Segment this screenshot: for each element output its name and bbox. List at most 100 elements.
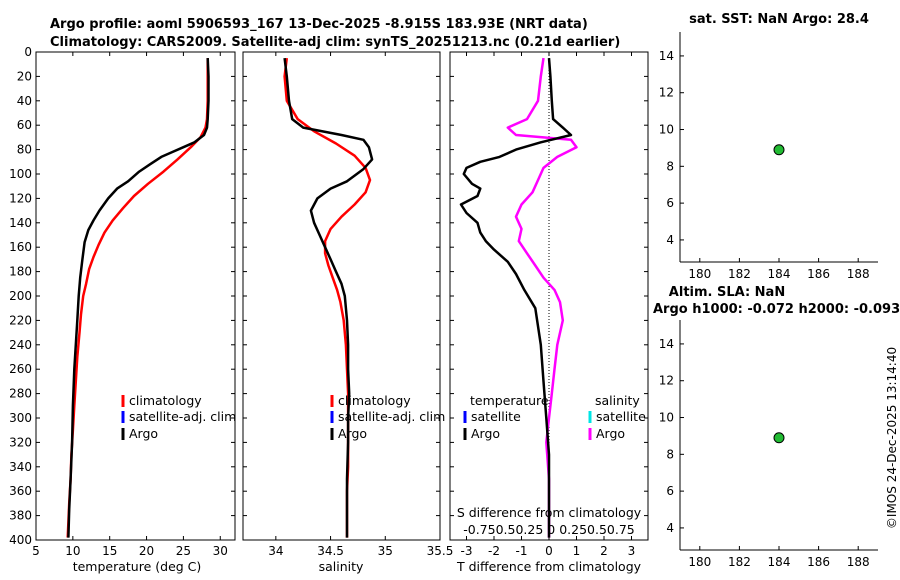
- temperature-panel: 0 20 40 60 80 100 120 140 160 180 200 220 240 260 280 3…: [9, 45, 236, 558]
- series-line-t-difference: [459, 58, 573, 538]
- legend-label-satellite: satellite-adj. clim: [338, 409, 445, 424]
- ytick-label: 220: [9, 313, 32, 327]
- ytick-label: 20: [17, 69, 32, 83]
- s-difference-label: S difference from climatology: [457, 505, 642, 520]
- difference-xtick-label: -3: [461, 544, 473, 558]
- legend-label-climatology: climatology: [338, 393, 411, 408]
- sst_map-float-position-point: [773, 144, 785, 156]
- difference-legend: temperature satellite Argo salinity sate…: [463, 393, 646, 441]
- temperature-xtick-label: 10: [65, 544, 80, 558]
- sst_map-xtick-label: 180: [688, 267, 711, 281]
- sst_map-ytick-label: 14: [659, 49, 674, 63]
- difference-panel: -3 -2 -1 0 1 2 3: [449, 51, 649, 558]
- ytick-label: 280: [9, 387, 32, 401]
- ytick-label: 260: [9, 362, 32, 376]
- sla-title-line1: Altim. SLA: NaN: [669, 285, 785, 300]
- sst_map-xtick-label: 186: [807, 267, 830, 281]
- salinity-xlabel: salinity: [319, 559, 364, 574]
- sst_map-ytick-label: 12: [659, 86, 674, 100]
- sla-map-panel: 4 6 8 10 12 14 180 182 184 186 188: [659, 320, 878, 569]
- sla_map-ytick-label: 12: [659, 374, 674, 388]
- sla_map-float-position-point: [773, 432, 785, 444]
- sla_map-xtick-label: 184: [768, 555, 791, 569]
- sla_map-xtick-label: 188: [847, 555, 870, 569]
- sla_map-xtick-label: 182: [728, 555, 751, 569]
- legend-label-s-argo: Argo: [596, 426, 625, 441]
- sst_map-xtick-label: 184: [768, 267, 791, 281]
- series-line-argo: [67, 58, 210, 538]
- legend-label-s-satellite: satellite: [596, 409, 646, 424]
- salinity-axes-box: [242, 51, 441, 541]
- ytick-label: 240: [9, 338, 32, 352]
- legend-label-climatology: climatology: [129, 393, 202, 408]
- legend-label-argo: Argo: [338, 426, 367, 441]
- sst_map-ytick-label: 8: [666, 159, 674, 173]
- ytick-label: 380: [9, 509, 32, 523]
- temperature-xlabel: temperature (deg C): [73, 559, 202, 574]
- sla_map-ytick-label: 4: [666, 521, 674, 535]
- legend-label-t-satellite: satellite: [471, 409, 521, 424]
- difference-xtick-label: 0: [545, 544, 553, 558]
- legend-label-satellite: satellite-adj. clim: [129, 409, 236, 424]
- series-line-argo: [283, 57, 374, 538]
- ytick-label: 320: [9, 435, 32, 449]
- ytick-label: 360: [9, 484, 32, 498]
- series-line-climatology: [283, 57, 372, 538]
- ytick-label: 200: [9, 289, 32, 303]
- series-line-climatology: [66, 58, 209, 538]
- sst-title: sat. SST: NaN Argo: 28.4: [689, 12, 869, 27]
- ytick-label: 300: [9, 411, 32, 425]
- ytick-label: 400: [9, 533, 32, 547]
- sla_map-ytick-label: 6: [666, 484, 674, 498]
- ytick-label: 0: [24, 45, 32, 59]
- difference-xtick-label: 3: [628, 544, 636, 558]
- legend-title-salinity: salinity: [595, 393, 640, 408]
- temperature-legend: climatology satellite-adj. clim Argo: [121, 393, 236, 441]
- ytick-label: 100: [9, 167, 32, 181]
- figure-title-line1: Argo profile: aoml 5906593_167 13-Dec-20…: [50, 17, 588, 32]
- figure-title-line2: Climatology: CARS2009. Satellite-adj cli…: [50, 35, 620, 50]
- salinity-xtick-label: 34: [268, 544, 283, 558]
- legend-title-temperature: temperature: [470, 393, 549, 408]
- sst_map-ytick-label: 4: [666, 233, 674, 247]
- sst_map-ytick-label: 6: [666, 196, 674, 210]
- temperature-xtick-label: 30: [213, 544, 228, 558]
- ytick-label: 60: [17, 118, 32, 132]
- temperature-xtick-label: 25: [176, 544, 191, 558]
- difference-xtick-label: -2: [488, 544, 500, 558]
- ytick-label: 120: [9, 191, 32, 205]
- difference-xlabel: T difference from climatology: [456, 559, 642, 574]
- imos-watermark: ©IMOS 24-Dec-2025 13:14:40: [885, 347, 899, 529]
- temperature-xtick-label: 15: [102, 544, 117, 558]
- salinity-xtick-label: 34.5: [317, 544, 344, 558]
- salinity-legend: climatology satellite-adj. clim Argo: [330, 393, 445, 441]
- sla_map-ytick-label: 14: [659, 337, 674, 351]
- salinity-panel: 34 34.5 35 35.5: [242, 51, 453, 558]
- ytick-label: 160: [9, 240, 32, 254]
- ytick-label: 140: [9, 216, 32, 230]
- difference-xtick-label: 2: [600, 544, 608, 558]
- sst_map-xtick-label: 182: [728, 267, 751, 281]
- sla-title-line2: Argo h1000: -0.072 h2000: -0.093: [653, 302, 900, 317]
- sla_map-ytick-label: 10: [659, 411, 674, 425]
- ytick-label: 80: [17, 143, 32, 157]
- sst-map-panel: 4 6 8 10 12 14 180 182 184 186 188: [659, 32, 878, 281]
- ytick-label: 40: [17, 94, 32, 108]
- sst_map-xtick-label: 188: [847, 267, 870, 281]
- ytick-label: 340: [9, 460, 32, 474]
- salinity-xtick-label: 35: [378, 544, 393, 558]
- s-difference-tick-labels: -0.750.50.25 0 0.250.50.75: [463, 522, 635, 537]
- series-line-s-difference: [506, 57, 578, 538]
- sla_map-xtick-label: 180: [688, 555, 711, 569]
- temperature-xtick-label: 20: [139, 544, 154, 558]
- legend-label-t-argo: Argo: [471, 426, 500, 441]
- sst_map-ytick-label: 10: [659, 123, 674, 137]
- difference-xtick-label: 1: [573, 544, 581, 558]
- ytick-label: 180: [9, 265, 32, 279]
- legend-label-argo: Argo: [129, 426, 158, 441]
- temperature-xtick-label: 5: [32, 544, 40, 558]
- difference-xtick-label: -1: [516, 544, 528, 558]
- sla_map-ytick-label: 8: [666, 447, 674, 461]
- sla_map-xtick-label: 186: [807, 555, 830, 569]
